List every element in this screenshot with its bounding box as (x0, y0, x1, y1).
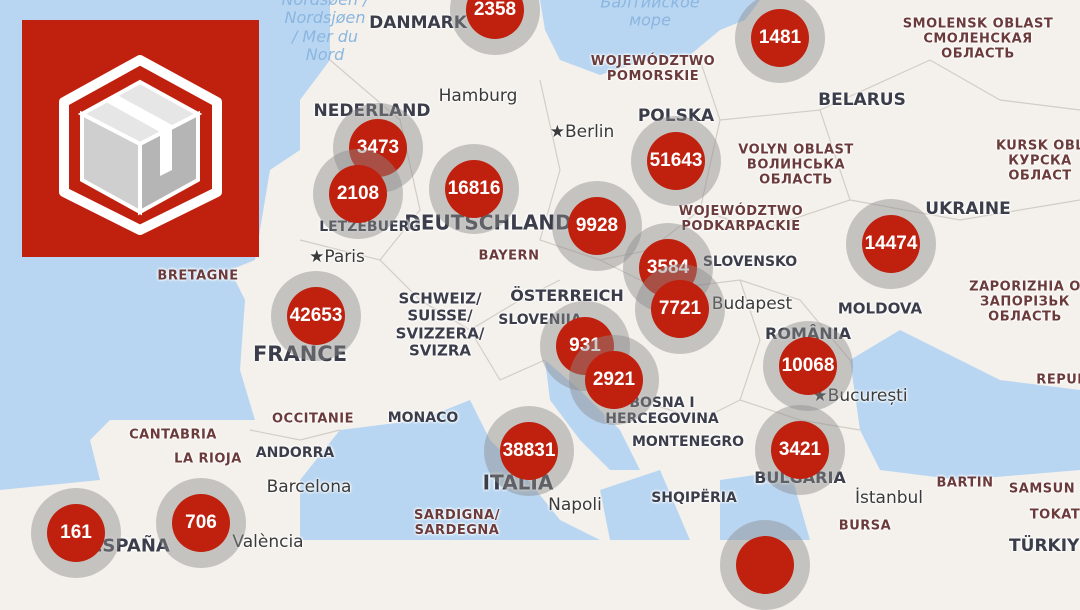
cluster-count: 51643 (647, 132, 705, 190)
cluster-count: 3473 (349, 119, 407, 177)
region-label-kursk: KURSK OBL КУРСКА ОБЛАСТ (995, 138, 1080, 184)
cluster-count: 9928 (568, 197, 626, 255)
country-label-denmark: DANMARK (369, 13, 467, 34)
city-label-budapest: Budapest (711, 294, 793, 315)
country-label-romania: ROMÂNIA (765, 323, 851, 343)
cluster-count: 10068 (779, 337, 837, 395)
country-label-monaco: MONACO (387, 409, 459, 426)
region-label-bartin: BARTIN (936, 475, 994, 491)
capital-star-icon: ★ (309, 247, 325, 268)
mediterranean-sea (300, 400, 600, 540)
sea-label-north-sea: Nordsøen / Nordsjøen / Mer du Nord (281, 0, 368, 65)
cluster-count: 3421 (771, 421, 829, 479)
region-label-bayern: BAYERN (478, 248, 540, 264)
region-label-samsun: SAMSUN (1008, 481, 1076, 497)
cluster-marker[interactable]: 2921 (569, 335, 659, 425)
country-label-shqiperia: SHQIPËRIA (651, 489, 737, 506)
cluster-count: 2358 (466, 0, 524, 39)
cluster-count: 2921 (585, 351, 643, 409)
country-label-slovensko: SLOVENSKO (702, 253, 798, 270)
baltic-east (720, 0, 760, 30)
cluster-count: 2108 (329, 165, 387, 223)
city-label-bucuresti: ★București (812, 386, 908, 407)
region-label-occitanie: OCCITANIE (272, 411, 354, 427)
country-label-deutschland: DEUTSCHLAND (404, 210, 572, 235)
cluster-marker[interactable]: 2108 (313, 149, 403, 239)
cluster-count: 161 (47, 504, 105, 562)
region-label-pomorskie: WOJEWÓDZTWO POMORSKIE (590, 54, 716, 84)
adriatic-sea (545, 360, 640, 470)
sea-label-baltic: Балтийское море (600, 0, 700, 30)
region-label-smolensk: SMOLENSK OBLAST СМОЛЕНСКАЯ ОБЛАСТЬ (902, 16, 1054, 62)
city-label-istanbul: İstanbul (854, 488, 924, 509)
aegean-sea (720, 470, 810, 540)
capital-star-icon: ★ (549, 122, 565, 143)
black-sea (850, 330, 1080, 480)
cluster-count: 706 (172, 494, 230, 552)
cluster-count (736, 536, 794, 594)
country-label-turkiye: TÜRKIYE (1009, 536, 1080, 557)
cluster-count: 16816 (445, 160, 503, 218)
country-label-andorra: ANDORRA (255, 444, 335, 461)
city-label-berlin: ★Berlin (549, 122, 615, 143)
baltic-sea (540, 0, 720, 75)
region-label-zaporizhia: ZAPORIZHIA O ЗАПОРІЗЬК ОБЛАСТЬ (969, 279, 1080, 325)
country-label-ukraine: UKRAINE (925, 199, 1011, 220)
cluster-marker[interactable]: 1481 (735, 0, 825, 83)
country-label-moldova: MOLDOVA (837, 299, 923, 318)
country-label-belarus: BELARUS (818, 90, 906, 111)
region-label-cantabria: CANTABRIA (129, 427, 217, 443)
country-label-osterreich: ÖSTERREICH (510, 285, 624, 305)
cluster-marker[interactable]: 14474 (846, 199, 936, 289)
cluster-marker[interactable]: 7721 (635, 264, 725, 354)
cluster-marker[interactable]: 161 (31, 488, 121, 578)
cluster-marker[interactable]: 3421 (755, 405, 845, 495)
country-label-bosna: BOSNA I HERCEGOVINA (605, 394, 719, 427)
country-label-letzebuerg: LETZEBUERG (319, 218, 421, 235)
country-label-france: FRANCE (252, 341, 348, 366)
cluster-marker[interactable]: 51643 (631, 116, 721, 206)
cluster-marker[interactable]: 706 (156, 478, 246, 568)
ionian-sea (600, 470, 690, 540)
cluster-count: 14474 (862, 215, 920, 273)
city-label-napoli: Napoli (548, 495, 602, 516)
cluster-marker[interactable]: 9928 (552, 181, 642, 271)
region-label-la-rioja: LA RIOJA (174, 451, 242, 467)
cluster-marker[interactable]: 38831 (484, 406, 574, 496)
cluster-marker[interactable]: 10068 (763, 321, 853, 411)
country-label-schweiz: SCHWEIZ/ SUISSE/ SVIZZERA/ SVIZRA (395, 289, 485, 360)
city-label-hamburg: Hamburg (438, 86, 518, 107)
cluster-marker[interactable]: 42653 (271, 271, 361, 361)
cluster-count: 38831 (500, 422, 558, 480)
city-label-paris: ★Paris (309, 247, 365, 268)
country-label-slovenija: SLOVENIJA (498, 311, 582, 328)
region-label-sardigna: SARDIGNA/ SARDEGNA (414, 508, 500, 538)
country-label-montenegro: MONTENEGRO (631, 433, 745, 450)
country-label-polska: POLSKA (637, 106, 715, 127)
region-label-bretagne: BRETAGNE (157, 268, 239, 284)
city-label-barcelona: Barcelona (266, 477, 352, 498)
cluster-marker[interactable] (720, 520, 810, 610)
region-label-volyn: VOLYN OBLAST ВОЛИНСЬКА ОБЛАСТЬ (738, 142, 854, 188)
package-box-icon (59, 55, 222, 235)
app-logo (22, 20, 259, 257)
country-label-nederland: NEDERLAND (313, 101, 431, 122)
cluster-marker[interactable]: 16816 (429, 144, 519, 234)
region-label-podkarpackie: WOJEWÓDZTWO PODKARPACKIE (678, 204, 804, 234)
region-label-tokat: TOKAT (1029, 507, 1080, 523)
cluster-count: 1481 (751, 9, 809, 67)
region-label-bursa: BURSA (838, 518, 892, 534)
cluster-count: 42653 (287, 287, 345, 345)
cluster-count: 7721 (651, 280, 709, 338)
